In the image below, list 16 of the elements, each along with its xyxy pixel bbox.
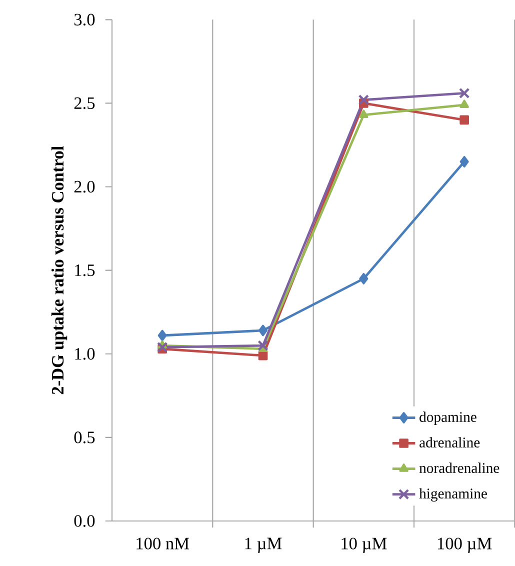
- y-tick-label: 3.0: [74, 14, 95, 26]
- x-tick-label: 10 µM: [342, 538, 387, 553]
- legend-label: dopamine: [419, 412, 476, 425]
- legend-label: adrenaline: [419, 437, 480, 448]
- y-tick-label: 0.0: [74, 515, 95, 527]
- x-tick-label: 1 µM: [245, 538, 282, 553]
- y-axis-title: 2-DG uptake ratio versus Control: [51, 146, 68, 394]
- y-tick-label: 1.0: [75, 348, 95, 360]
- y-tick-label: 1.5: [75, 264, 95, 276]
- legend-label: noradrenaline: [419, 462, 500, 473]
- y-tick-label: 2.0: [74, 180, 95, 193]
- y-tick-label: 0.5: [74, 432, 95, 444]
- legend-label: higenamine: [419, 488, 487, 502]
- y-tick-label: 2.5: [74, 97, 95, 110]
- x-tick-label: 100 µM: [438, 538, 492, 553]
- x-tick-label: 100 nM: [136, 538, 189, 550]
